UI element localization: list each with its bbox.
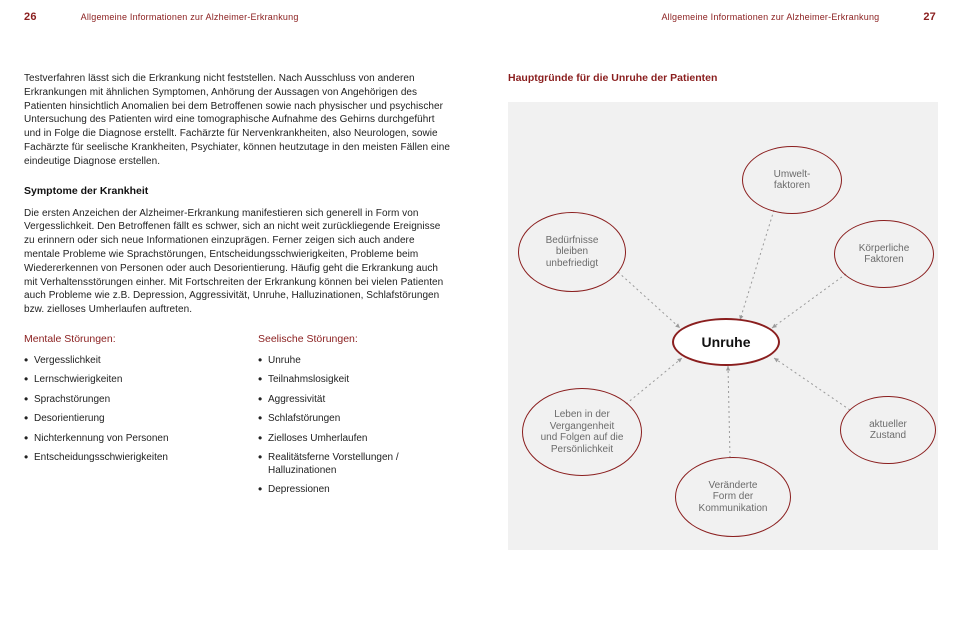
left-content: Testverfahren lässt sich die Erkrankung … — [24, 72, 452, 504]
running-title-left: Allgemeine Informationen zur Alzheimer-E… — [81, 12, 299, 22]
diagram-node-zustand: aktuellerZustand — [840, 396, 936, 464]
list-item: Entscheidungsschwierigkeiten — [24, 452, 218, 465]
list-mental: Vergesslichkeit Lernschwierigkeiten Spra… — [24, 355, 218, 465]
list-item: Unruhe — [258, 355, 452, 368]
list-columns: Mentale Störungen: Vergesslichkeit Lerns… — [24, 333, 452, 504]
running-head-left: 26 Allgemeine Informationen zur Alzheime… — [24, 0, 452, 26]
list-item: Aggressivität — [258, 394, 452, 407]
right-content: Hauptgründe für die Unruhe der Patienten… — [508, 72, 936, 550]
list-item: Nichterkennung von Personen — [24, 433, 218, 446]
subhead-symptome: Symptome der Krankheit — [24, 185, 452, 197]
list-item: Zielloses Umherlaufen — [258, 433, 452, 446]
page-right: Allgemeine Informationen zur Alzheimer-E… — [480, 0, 960, 642]
page-left: 26 Allgemeine Informationen zur Alzheime… — [0, 0, 480, 642]
diagram-title: Hauptgründe für die Unruhe der Patienten — [508, 72, 936, 84]
list-col-mental: Mentale Störungen: Vergesslichkeit Lerns… — [24, 333, 218, 504]
diagram-node-komm: VeränderteForm derKommunikation — [675, 457, 791, 537]
heading-seelische: Seelische Störungen: — [258, 333, 452, 345]
running-head-right: Allgemeine Informationen zur Alzheimer-E… — [508, 0, 936, 26]
diagram-node-koerper: KörperlicheFaktoren — [834, 220, 934, 288]
list-item: Schlafstörungen — [258, 413, 452, 426]
list-seelische: Unruhe Teilnahmslosigkeit Aggressivität … — [258, 355, 452, 497]
heading-mental: Mentale Störungen: — [24, 333, 218, 345]
diagram-node-beduerf: Bedürfnissebleibenunbefriedigt — [518, 212, 626, 292]
running-title-right: Allgemeine Informationen zur Alzheimer-E… — [661, 12, 879, 22]
list-item: Lernschwierigkeiten — [24, 374, 218, 387]
page-number-right: 27 — [923, 11, 936, 23]
page-number-left: 26 — [24, 11, 37, 23]
list-item: Teilnahmslosigkeit — [258, 374, 452, 387]
list-col-seelische: Seelische Störungen: Unruhe Teilnahmslos… — [258, 333, 452, 504]
paragraph-1: Testverfahren lässt sich die Erkrankung … — [24, 72, 452, 169]
list-item: Desorientierung — [24, 413, 218, 426]
list-item: Sprachstörungen — [24, 394, 218, 407]
diagram-node-leben: Leben in derVergangenheitund Folgen auf … — [522, 388, 642, 476]
diagram-node-center: Unruhe — [672, 318, 780, 366]
list-item: Depressionen — [258, 484, 452, 497]
diagram-node-umwelt: Umwelt-faktoren — [742, 146, 842, 214]
paragraph-2: Die ersten Anzeichen der Alzheimer-Erkra… — [24, 207, 452, 317]
list-item: Realitätsferne Vorstellungen / Halluzina… — [258, 452, 452, 477]
list-item: Vergesslichkeit — [24, 355, 218, 368]
diagram-panel: Umwelt-faktoren Bedürfnissebleibenunbefri… — [508, 102, 938, 550]
